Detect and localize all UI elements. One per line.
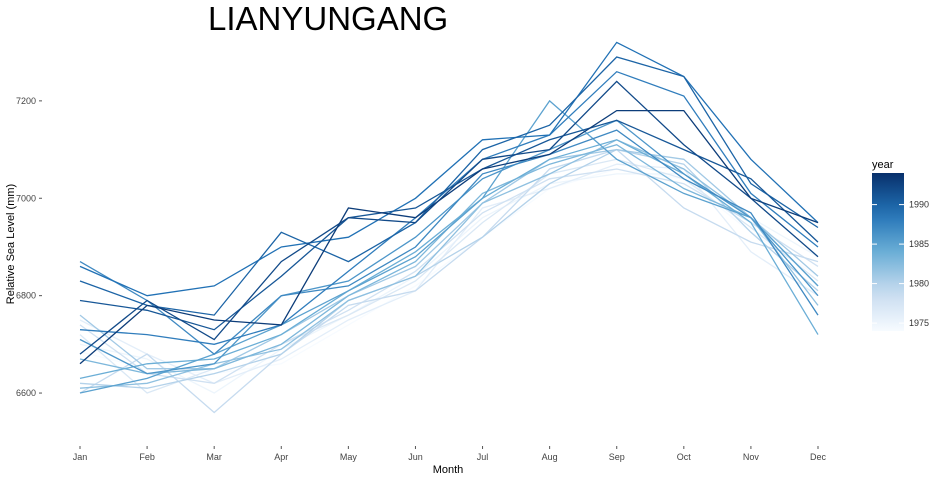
legend-ticks: 1975 1980 1985 1990	[872, 200, 929, 328]
series-line-1992	[79, 80, 819, 355]
series-line-1985	[79, 99, 819, 394]
legend-colorbar	[872, 173, 904, 331]
series-line-1990	[79, 56, 819, 316]
series-line-1978	[79, 168, 819, 384]
y-tick-label: 6600	[16, 388, 36, 398]
series-line-1987	[79, 129, 819, 355]
series-layer	[79, 41, 819, 414]
x-tick-label: Oct	[677, 452, 692, 462]
series-line-1989	[79, 41, 819, 297]
series-line-1986	[79, 119, 819, 375]
legend-tick-label: 1975	[909, 318, 929, 328]
x-tick-label: Feb	[139, 452, 155, 462]
x-tick-label: Jan	[73, 452, 88, 462]
x-tick-label: Jul	[477, 452, 489, 462]
y-tick-label: 7200	[16, 96, 36, 106]
x-tick-label: Jun	[408, 452, 423, 462]
x-axis: Jan Feb Mar Apr May Jun Jul Aug Sep Oct Nov Dec	[73, 446, 827, 462]
series-line-1981	[79, 148, 819, 370]
series-line-1993	[79, 109, 819, 365]
x-tick-label: Nov	[743, 452, 760, 462]
x-tick-label: Sep	[609, 452, 625, 462]
x-tick-label: Dec	[810, 452, 827, 462]
x-tick-label: May	[340, 452, 358, 462]
x-tick-label: Apr	[274, 452, 288, 462]
legend-tick-label: 1990	[909, 200, 929, 210]
series-line-1974	[79, 168, 819, 375]
y-tick-label: 7000	[16, 193, 36, 203]
series-line-1984	[79, 139, 819, 380]
series-line-1991	[79, 119, 819, 331]
series-line-1982	[79, 139, 819, 389]
legend-tick-label: 1980	[909, 279, 929, 289]
x-axis-title: Month	[433, 464, 464, 476]
y-axis-title: Relative Sea Level (mm)	[5, 184, 17, 304]
series-line-1977	[79, 158, 819, 394]
chart-title: LIANYUNGANG	[208, 0, 448, 37]
legend-tick-label: 1985	[909, 239, 929, 249]
series-line-1980	[79, 148, 819, 389]
series-line-1979	[79, 148, 819, 414]
y-tick-label: 6800	[16, 291, 36, 301]
x-tick-label: Mar	[206, 452, 222, 462]
y-axis: 6600 6800 7000 7200	[16, 96, 42, 398]
legend: year 1975 1980 1985 1990	[872, 159, 929, 331]
legend-title: year	[872, 159, 894, 171]
x-tick-label: Aug	[542, 452, 558, 462]
